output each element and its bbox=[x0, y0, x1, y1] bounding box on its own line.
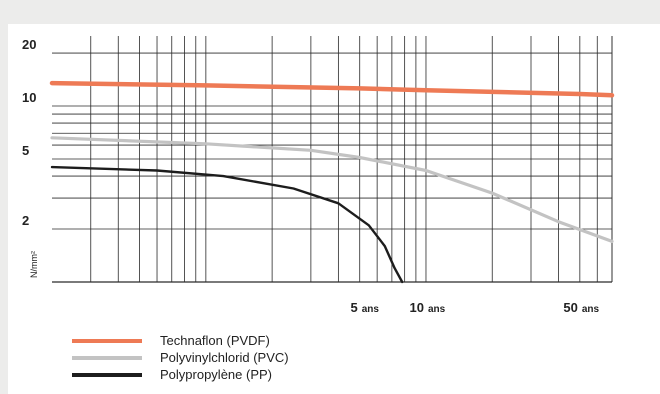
chart-svg: 20 10 5 2 N/mm² 5 ans 10 ans 50 ans bbox=[22, 36, 615, 315]
legend-swatch-pvdf bbox=[72, 338, 142, 343]
legend-label-pvdf: Technaflon (PVDF) bbox=[160, 333, 270, 348]
x-tick-unit: ans bbox=[428, 304, 446, 315]
series-line-0 bbox=[49, 80, 615, 98]
series-line-1 bbox=[50, 136, 614, 243]
x-tick-label: 50 bbox=[563, 300, 577, 315]
legend-swatch-pp bbox=[72, 372, 142, 377]
axis-layer: 20 10 5 2 N/mm² 5 ans 10 ans 50 ans bbox=[22, 37, 600, 315]
x-tick-label: 5 bbox=[350, 300, 357, 315]
series-line-2 bbox=[50, 165, 404, 284]
y-tick-label: 10 bbox=[22, 90, 36, 105]
legend-label-pvc: Polyvinylchlorid (PVC) bbox=[160, 350, 289, 365]
grid-layer bbox=[52, 36, 613, 283]
x-tick-unit: ans bbox=[582, 304, 600, 315]
legend-entry-pvc: Polyvinylchlorid (PVC) bbox=[72, 349, 289, 366]
y-axis-label: N/mm² bbox=[29, 251, 39, 278]
chart-panel: 20 10 5 2 N/mm² 5 ans 10 ans 50 ans Technaflon (PV… bbox=[8, 24, 660, 394]
legend-label-pp: Polypropylène (PP) bbox=[160, 367, 272, 382]
y-tick-label: 20 bbox=[22, 37, 36, 52]
x-tick-label: 10 bbox=[410, 300, 424, 315]
x-tick-unit: ans bbox=[362, 304, 380, 315]
legend-entry-pp: Polypropylène (PP) bbox=[72, 366, 289, 383]
y-tick-label: 2 bbox=[22, 213, 29, 228]
series-layer bbox=[49, 80, 615, 284]
legend-entry-pvdf: Technaflon (PVDF) bbox=[72, 332, 289, 349]
legend: Technaflon (PVDF) Polyvinylchlorid (PVC)… bbox=[72, 332, 289, 383]
y-tick-label: 5 bbox=[22, 143, 29, 158]
legend-swatch-pvc bbox=[72, 355, 142, 360]
